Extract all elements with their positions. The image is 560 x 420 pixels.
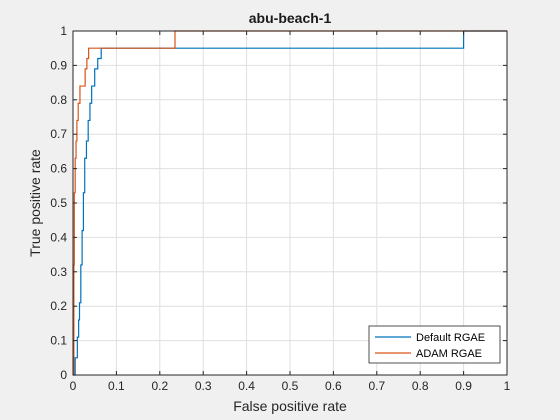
legend: Default RGAE ADAM RGAE: [368, 325, 501, 364]
legend-box: [368, 325, 501, 364]
x-tick-label: 0.1: [108, 379, 125, 393]
x-tick-label: 0.7: [368, 379, 385, 393]
x-tick-label: 0.3: [195, 379, 212, 393]
y-tick-label: 0.9: [50, 58, 67, 72]
x-tick-label: 0.6: [325, 379, 342, 393]
y-tick-label: 0.3: [50, 265, 67, 279]
x-tick-label: 0.5: [282, 379, 299, 393]
y-tick-label: 0.2: [50, 299, 67, 313]
x-tick-label: 0.9: [455, 379, 472, 393]
y-axis-label: True positive rate: [27, 149, 43, 257]
x-tick-label: 0: [70, 379, 77, 393]
y-tick-label: 0.8: [50, 93, 67, 107]
series-layer: [73, 30, 507, 376]
x-tick-label: 0.8: [412, 379, 429, 393]
x-tick-label: 1: [504, 379, 511, 393]
y-tick-label: 1: [60, 24, 67, 38]
tick-labels: 0 0.1 0.2 0.3 0.4 0.5 0.6 0.7 0.8 0.9 1 0 0.1 0.2 0.3 0…: [50, 24, 510, 393]
series-line-default-rgae: [73, 30, 507, 376]
y-tick-label: 0.4: [50, 230, 67, 244]
y-tick-label: 0.1: [50, 334, 67, 348]
y-tick-label: 0: [60, 368, 67, 382]
legend-label-adam-rgae: ADAM RGAE: [416, 348, 482, 360]
x-tick-label: 0.4: [238, 379, 255, 393]
legend-label-default-rgae: Default RGAE: [416, 332, 485, 344]
y-tick-label: 0.7: [50, 127, 67, 141]
tick-marks: [72, 30, 508, 376]
y-tick-label: 0.6: [50, 162, 67, 176]
chart-title: abu-beach-1: [249, 10, 332, 26]
x-axis-label: False positive rate: [233, 398, 347, 414]
y-tick-label: 0.5: [50, 196, 67, 210]
x-tick-label: 0.2: [151, 379, 168, 393]
series-line-adam-rgae: [73, 30, 507, 376]
